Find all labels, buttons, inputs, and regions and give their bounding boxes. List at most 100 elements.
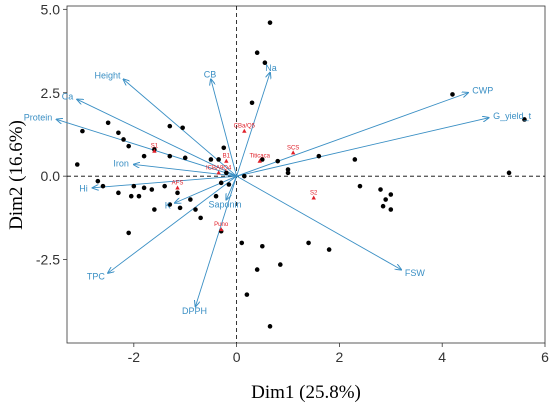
group-label: CBa/Q5: [234, 124, 256, 130]
group-centroid: [311, 195, 316, 200]
data-point: [167, 123, 173, 129]
group-centroid: [175, 185, 180, 190]
group-centroid: [257, 158, 262, 163]
variable-label: K: [165, 201, 171, 211]
group-centroid: [224, 158, 229, 163]
variable-labels: Height Ca Protein CB Na Iron Hi K Saponin TPC DPPH…: [24, 63, 532, 316]
data-point: [188, 197, 193, 202]
data-point: [126, 143, 131, 149]
variable-label: CB: [204, 69, 217, 79]
data-point: [522, 117, 527, 122]
group-label: S1: [151, 144, 159, 150]
data-point: [149, 187, 155, 192]
data-point: [198, 215, 203, 221]
y-tick-label: 5.0: [41, 1, 61, 17]
data-point: [275, 158, 281, 164]
variable-arrow: [195, 176, 238, 306]
data-point: [260, 157, 265, 162]
variable-label: FSW: [405, 268, 426, 278]
data-point: [213, 193, 219, 199]
group-label: ICBA9Q4: [206, 165, 232, 171]
data-point: [267, 20, 273, 25]
variable-arrow: [236, 93, 468, 177]
data-point: [378, 187, 383, 192]
variable-label: G_yield_t: [493, 111, 532, 121]
data-point: [506, 170, 512, 176]
group-centroid: [216, 170, 221, 175]
data-point: [316, 153, 322, 159]
data-point: [326, 247, 332, 252]
x-tick-label: -2: [128, 349, 141, 365]
data-point: [116, 190, 121, 196]
data-point: [285, 170, 291, 176]
data-point: [388, 207, 394, 212]
x-tick-label: 4: [438, 349, 446, 365]
data-point: [352, 157, 358, 162]
group-centroid: [242, 128, 247, 133]
data-point: [306, 240, 311, 246]
data-point: [80, 128, 85, 134]
data-point: [95, 178, 101, 184]
data-point: [380, 203, 386, 209]
variable-label: CWP: [472, 85, 493, 95]
data-point: [278, 262, 283, 267]
variable-arrow: [236, 73, 270, 177]
data-point: [182, 155, 188, 161]
data-point: [383, 197, 388, 202]
y-tick-label: -2.5: [36, 252, 60, 268]
variable-arrow: [226, 175, 238, 199]
data-point: [254, 50, 260, 56]
data-point: [242, 173, 247, 179]
variable-label: Na: [265, 63, 277, 73]
x-tick-label: 2: [336, 349, 344, 365]
variable-label: Iron: [113, 159, 129, 169]
data-point: [100, 183, 106, 189]
data-point: [224, 170, 229, 176]
data-point: [249, 100, 255, 106]
data-point: [131, 183, 137, 189]
variable-arrow: [236, 118, 489, 177]
data-point: [208, 157, 214, 162]
data-point: [105, 120, 111, 126]
x-axis-ticks: -2 0 2 4 6: [128, 343, 549, 365]
data-point: [388, 192, 394, 197]
data-point: [254, 267, 260, 272]
x-tick-label: 6: [541, 349, 549, 365]
data-point: [244, 292, 250, 297]
data-point: [175, 190, 180, 196]
variable-arrow: [175, 175, 237, 203]
group-label: S2: [310, 190, 318, 196]
data-point: [357, 183, 363, 189]
data-point: [239, 240, 245, 246]
data-point: [136, 193, 142, 199]
individual-points: [74, 20, 527, 329]
group-label: Titicaca: [250, 154, 271, 160]
data-point: [193, 207, 198, 212]
data-point: [162, 183, 167, 189]
group-centroids: CBa/Q5 S1 Titicaca SCS B1 ICBA9Q4 S2 AFS Puno: [151, 124, 318, 232]
data-point: [167, 202, 173, 207]
group-label: Puno: [214, 222, 229, 228]
variable-arrow: [93, 175, 237, 188]
x-tick-label: 0: [233, 349, 241, 365]
variable-arrow: [108, 175, 237, 273]
group-centroid: [290, 150, 296, 155]
data-point: [262, 60, 268, 66]
data-point: [267, 324, 273, 329]
data-point: [285, 167, 291, 172]
variable-arrows: [57, 73, 489, 307]
group-label: AFS: [172, 180, 184, 186]
variable-label: Ca: [62, 91, 74, 101]
group-centroid: [152, 148, 157, 153]
data-point: [218, 180, 224, 186]
variable-label: DPPH: [182, 306, 207, 316]
variable-label: Hi: [79, 183, 88, 193]
data-point: [216, 157, 221, 162]
data-point: [74, 162, 80, 167]
variable-arrow: [77, 99, 237, 177]
data-point: [260, 243, 265, 249]
data-point: [141, 153, 147, 159]
group-label: SCS: [287, 145, 299, 151]
data-point: [167, 153, 173, 159]
